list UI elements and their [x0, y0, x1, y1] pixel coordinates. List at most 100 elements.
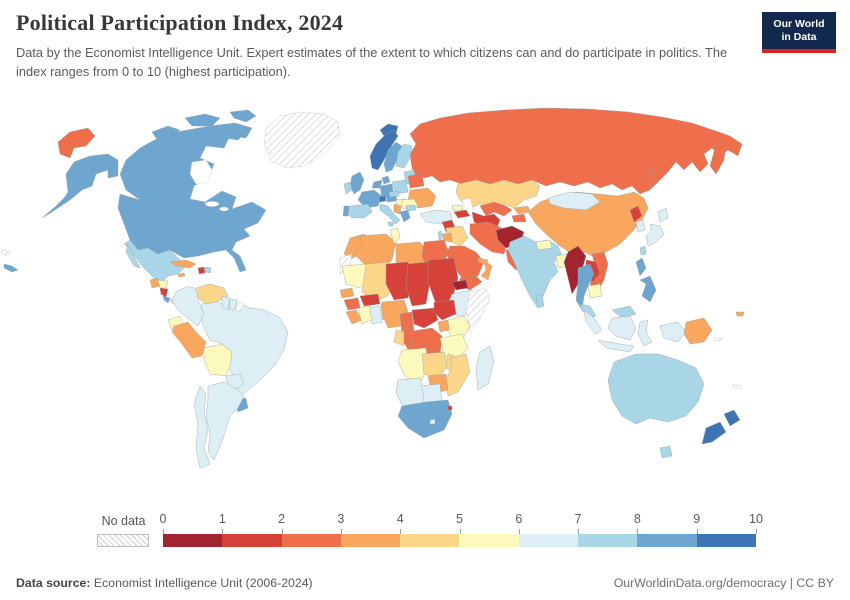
country-poland[interactable]: [391, 179, 409, 195]
country-guyana[interactable]: [221, 295, 231, 311]
country-papua-new-guinea[interactable]: [683, 317, 713, 345]
country-belarus[interactable]: [407, 173, 425, 189]
country-niger[interactable]: [385, 261, 415, 301]
world-choropleth-map[interactable]: [0, 104, 850, 504]
country-honduras[interactable]: [157, 279, 169, 289]
country-israel[interactable]: [437, 230, 443, 242]
country-new-caledonia[interactable]: [732, 383, 743, 390]
legend-segment-1[interactable]: [222, 534, 282, 547]
country-fiji[interactable]: [735, 311, 745, 317]
country-italy[interactable]: [379, 203, 401, 225]
country-philippines-south[interactable]: [639, 275, 657, 303]
country-ireland[interactable]: [343, 181, 353, 195]
country-somalia[interactable]: [465, 287, 491, 333]
country-uk[interactable]: [349, 171, 365, 195]
country-netherlands-belgium[interactable]: [371, 179, 383, 189]
country-australia[interactable]: [607, 353, 705, 425]
country-argentina[interactable]: [205, 381, 245, 461]
country-indonesia-sulawesi[interactable]: [637, 319, 653, 347]
country-mozambique[interactable]: [445, 353, 471, 397]
country-philippines-luzon[interactable]: [635, 257, 647, 277]
country-armenia-azerbaijan[interactable]: [453, 209, 471, 219]
country-alaska[interactable]: [41, 153, 119, 219]
country-russia[interactable]: [409, 107, 743, 195]
country-greenland[interactable]: [263, 111, 341, 169]
legend-segment-4[interactable]: [400, 534, 460, 547]
country-brazil[interactable]: [199, 299, 289, 399]
country-mongolia[interactable]: [547, 191, 601, 211]
legend-segment-9[interactable]: [696, 534, 756, 547]
country-spain[interactable]: [345, 203, 373, 219]
country-french-guiana[interactable]: [235, 300, 245, 313]
country-oman[interactable]: [480, 259, 493, 281]
country-congo[interactable]: [403, 327, 415, 349]
country-france[interactable]: [357, 189, 383, 209]
legend-segment-0[interactable]: [163, 534, 223, 547]
country-finland[interactable]: [395, 143, 413, 169]
country-angola[interactable]: [397, 347, 429, 381]
country-solomon-islands[interactable]: [713, 337, 723, 342]
country-canada-arctic3[interactable]: [221, 125, 247, 141]
country-pacific-islands[interactable]: [0, 249, 11, 257]
country-russia-kamchatka[interactable]: [709, 139, 727, 175]
country-kyrgyzstan[interactable]: [513, 205, 531, 215]
country-new-zealand-south[interactable]: [701, 421, 727, 445]
country-japan-honshu[interactable]: [645, 223, 665, 247]
country-colombia[interactable]: [171, 285, 205, 327]
country-denmark[interactable]: [381, 175, 391, 185]
country-eswatini[interactable]: [447, 405, 453, 411]
country-hawaii[interactable]: [3, 263, 19, 273]
country-norway[interactable]: [369, 129, 399, 171]
legend-segment-3[interactable]: [340, 534, 401, 547]
country-switzerland[interactable]: [378, 195, 387, 203]
legend-segment-8[interactable]: [637, 534, 697, 547]
country-indonesia-kalimantan[interactable]: [607, 315, 637, 341]
country-haiti[interactable]: [197, 266, 206, 275]
country-canada-arctic2[interactable]: [184, 113, 221, 127]
country-suriname[interactable]: [228, 298, 238, 311]
country-thailand[interactable]: [575, 263, 595, 311]
country-zambia[interactable]: [421, 351, 449, 379]
country-russia-sakhalin[interactable]: [647, 167, 655, 187]
attribution-link[interactable]: OurWorldinData.org/democracy | CC BY: [613, 576, 834, 590]
country-india[interactable]: [507, 235, 563, 309]
country-jordan[interactable]: [441, 232, 453, 243]
country-costa-rica[interactable]: [162, 295, 171, 304]
country-jamaica[interactable]: [177, 272, 186, 278]
country-chile[interactable]: [193, 385, 211, 469]
country-south-africa[interactable]: [397, 399, 453, 439]
legend-segment-7[interactable]: [578, 534, 638, 547]
country-bolivia[interactable]: [203, 343, 233, 377]
country-burkina-faso[interactable]: [359, 293, 381, 307]
country-new-zealand-north[interactable]: [723, 409, 741, 427]
country-lesotho[interactable]: [429, 418, 436, 425]
country-nepal[interactable]: [535, 239, 553, 251]
country-central-african-republic[interactable]: [411, 307, 439, 329]
country-south-korea[interactable]: [635, 219, 646, 233]
country-madagascar[interactable]: [475, 345, 495, 391]
country-nicaragua[interactable]: [159, 287, 169, 298]
legend-segment-2[interactable]: [281, 534, 341, 547]
country-taiwan[interactable]: [639, 245, 647, 256]
country-gabon[interactable]: [393, 329, 407, 347]
country-guinea[interactable]: [343, 297, 361, 311]
legend-color-scale[interactable]: 0 1 2 3 4 5 6 7 8 9 10: [160, 512, 763, 552]
country-eritrea[interactable]: [451, 279, 469, 291]
country-portugal[interactable]: [342, 205, 350, 217]
country-cambodia[interactable]: [587, 283, 603, 299]
country-bulgaria[interactable]: [405, 204, 417, 212]
country-tunisia[interactable]: [389, 227, 401, 245]
country-peru[interactable]: [171, 321, 207, 359]
country-canada-arctic4[interactable]: [229, 109, 257, 123]
country-tajikistan[interactable]: [511, 213, 527, 223]
country-uae[interactable]: [477, 257, 489, 266]
country-mexico-baja[interactable]: [125, 243, 141, 269]
country-senegal[interactable]: [339, 287, 355, 299]
country-malaysia-borneo[interactable]: [611, 305, 637, 319]
country-tasmania[interactable]: [659, 445, 673, 459]
country-south-sudan[interactable]: [433, 299, 457, 321]
no-data-swatch[interactable]: [97, 534, 149, 547]
country-canada-arctic1[interactable]: [151, 125, 181, 139]
country-indonesia-java[interactable]: [597, 339, 635, 353]
country-georgia[interactable]: [451, 204, 464, 212]
